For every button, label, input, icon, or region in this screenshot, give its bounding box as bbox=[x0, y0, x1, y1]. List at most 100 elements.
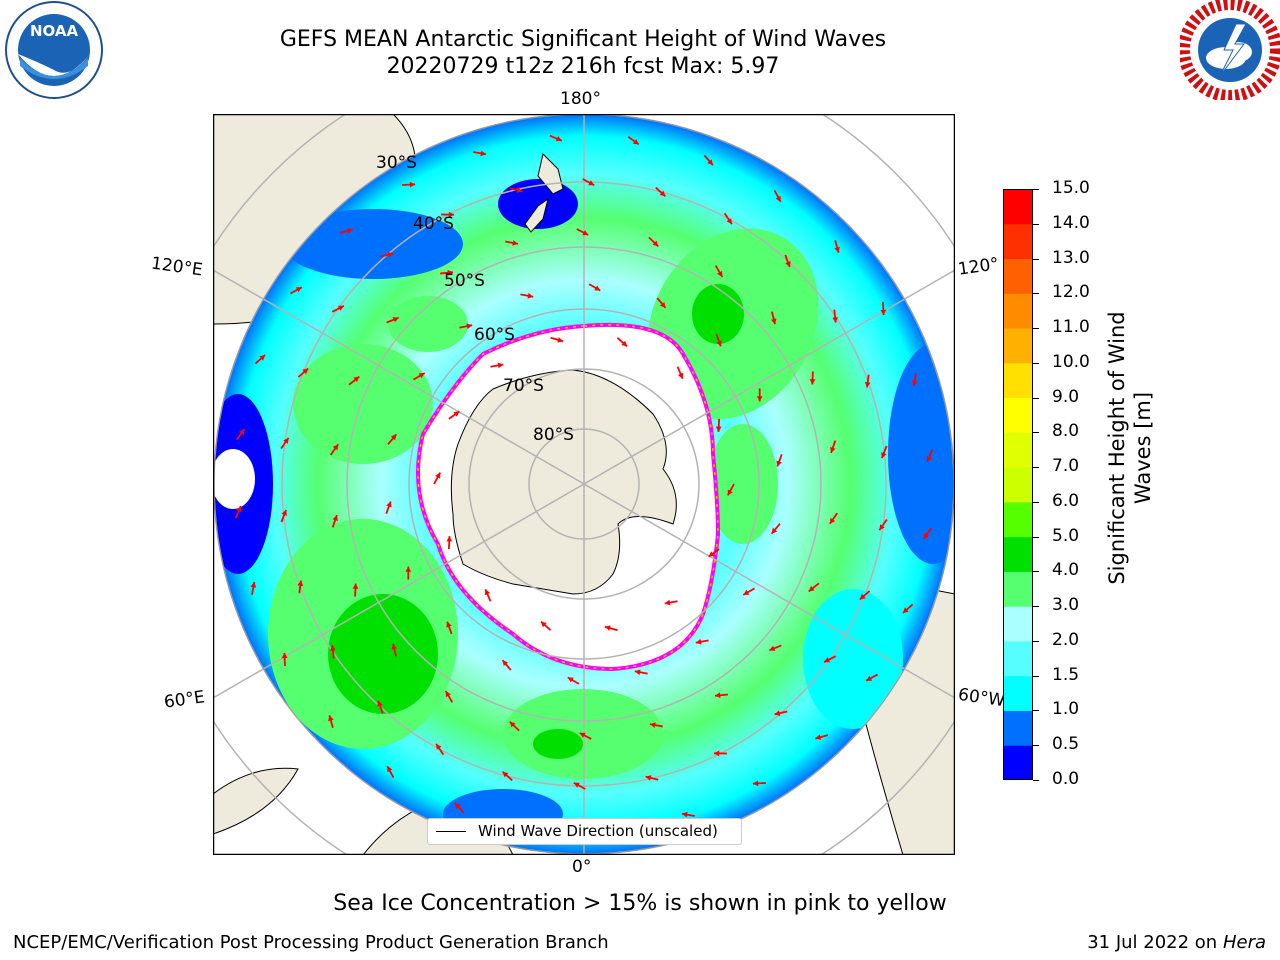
colorbar-segment bbox=[1003, 571, 1033, 607]
wave-arrow-head bbox=[418, 373, 425, 379]
lat-label-40s: 40°S bbox=[413, 214, 454, 234]
wave-arrow-head bbox=[352, 583, 359, 589]
colorbar-tick-mark bbox=[1033, 745, 1039, 747]
colorbar-tick-label: 13.0 bbox=[1052, 247, 1090, 268]
colorbar-tick-label: 12.0 bbox=[1052, 282, 1090, 303]
wave-arrow-head bbox=[447, 269, 453, 276]
wave-arrow-head bbox=[708, 551, 715, 557]
wave-arrow-head bbox=[302, 368, 309, 375]
wave-arrow-head bbox=[332, 444, 339, 451]
colorbar-tick-mark bbox=[1033, 328, 1039, 330]
wave-arrow-head bbox=[923, 532, 929, 539]
wave-arrow-head bbox=[621, 340, 628, 347]
colorbar-label-line2: Waves [m] bbox=[1131, 391, 1155, 505]
map-legend: Wind Wave Direction (unscaled) bbox=[427, 818, 742, 845]
wave-arrow-head bbox=[446, 536, 453, 542]
wave-arrow-head bbox=[328, 715, 334, 722]
wave-arrow-head bbox=[832, 317, 838, 323]
colorbar-segment bbox=[1003, 467, 1033, 503]
colorbar-segment bbox=[1003, 397, 1033, 433]
wave-arrow-head bbox=[743, 589, 750, 595]
wave-arrow-head bbox=[567, 677, 574, 683]
lon-label-60e: 60°E bbox=[162, 687, 207, 713]
wave-arrow-head bbox=[879, 524, 885, 531]
colorbar-tick-label: 4.0 bbox=[1052, 560, 1080, 581]
colorbar-tick-mark bbox=[1033, 293, 1039, 295]
wave-arrow-head bbox=[502, 771, 509, 778]
wave-arrow-head bbox=[455, 802, 461, 809]
wave-arrow-head bbox=[409, 181, 416, 188]
wave-arrow-head bbox=[466, 323, 473, 330]
colorbar-segment bbox=[1003, 258, 1033, 294]
wave-arrow-head bbox=[715, 426, 722, 432]
lat-label-30s: 30°S bbox=[376, 153, 417, 173]
footer-date: 31 Jul 2022 on Hera bbox=[1087, 932, 1266, 953]
wave-arrow-head bbox=[726, 218, 732, 225]
wave-arrow-head bbox=[866, 675, 873, 681]
wave-arrow-head bbox=[902, 607, 909, 613]
legend-line-swatch bbox=[436, 831, 466, 832]
colorbar-segment bbox=[1003, 745, 1033, 781]
wave-arrow-head bbox=[497, 362, 504, 369]
new-zealand bbox=[524, 153, 564, 233]
wave-arrow-head bbox=[632, 139, 639, 145]
colorbar-tick-mark bbox=[1033, 467, 1039, 469]
colorbar-segment bbox=[1003, 501, 1033, 538]
colorbar-segment bbox=[1003, 362, 1033, 399]
colorbar-tick-mark bbox=[1033, 362, 1039, 364]
colorbar-segment bbox=[1003, 640, 1033, 677]
lat-label-80s: 80°S bbox=[533, 425, 574, 445]
wave-arrow-head bbox=[502, 660, 509, 666]
colorbar-tick-mark bbox=[1033, 432, 1039, 434]
wave-arrow-head bbox=[830, 446, 836, 453]
wave-arrow-head bbox=[645, 775, 652, 781]
wave-arrow-head bbox=[864, 381, 871, 388]
chart-subtitle: 20220729 t12z 216h fcst Max: 5.97 bbox=[386, 54, 780, 79]
wave-arrow-head bbox=[512, 240, 518, 246]
wave-arrow-head bbox=[297, 580, 304, 587]
wave-arrow-head bbox=[774, 710, 781, 716]
colorbar-tick-label: 10.0 bbox=[1052, 351, 1090, 372]
colorbar-segment bbox=[1003, 328, 1033, 364]
chart-title: GEFS MEAN Antarctic Significant Height o… bbox=[279, 27, 887, 52]
colorbar-tick-mark bbox=[1033, 397, 1039, 399]
wave-arrow-head bbox=[682, 811, 688, 818]
colorbar-tick-label: 5.0 bbox=[1052, 525, 1080, 546]
colorbar-tick-label: 6.0 bbox=[1052, 490, 1080, 511]
wave-arrow-head bbox=[405, 566, 412, 572]
wave-arrow-head bbox=[785, 261, 791, 268]
wave-arrow-head bbox=[281, 652, 288, 659]
wave-arrow-head bbox=[448, 211, 455, 218]
colorbar-tick-mark bbox=[1033, 223, 1039, 225]
nws-logo bbox=[1178, 0, 1280, 102]
wave-arrow-head bbox=[555, 136, 562, 142]
wave-arrow-head bbox=[926, 455, 932, 462]
wave-arrow-head bbox=[250, 582, 257, 588]
lon-label-180: 180° bbox=[560, 89, 601, 109]
wave-arrow-head bbox=[716, 340, 722, 347]
colorbar-tick-label: 1.5 bbox=[1052, 664, 1080, 685]
wave-arrow-head bbox=[594, 285, 601, 291]
wave-arrow-head bbox=[239, 429, 245, 436]
colorbar-tick-mark bbox=[1033, 536, 1039, 538]
lon-label-120w: 120° bbox=[956, 254, 1001, 280]
colorbar-tick-label: 11.0 bbox=[1052, 317, 1090, 338]
wave-arrow-head bbox=[337, 305, 344, 311]
wave-arrow-head bbox=[332, 515, 338, 522]
wave-arrow-head bbox=[527, 292, 534, 299]
wave-arrow-head bbox=[353, 376, 360, 383]
footer-machine: Hera bbox=[1222, 932, 1266, 953]
wave-arrow-head bbox=[815, 734, 822, 740]
colorbar-segment bbox=[1003, 606, 1033, 642]
wave-arrow-head bbox=[834, 246, 840, 253]
sea-ice-note: Sea Ice Concentration > 15% is shown in … bbox=[333, 891, 947, 916]
wave-arrow-head bbox=[713, 750, 720, 757]
colorbar-tick-mark bbox=[1033, 606, 1039, 608]
colorbar-segment bbox=[1003, 189, 1033, 225]
colorbar-segment bbox=[1003, 432, 1033, 468]
colorbar-tick-label: 14.0 bbox=[1052, 212, 1090, 233]
wave-arrow-head bbox=[771, 318, 777, 325]
wave-arrow-head bbox=[453, 411, 460, 417]
wave-arrow-head bbox=[911, 380, 918, 386]
lon-label-0: 0° bbox=[572, 857, 592, 877]
